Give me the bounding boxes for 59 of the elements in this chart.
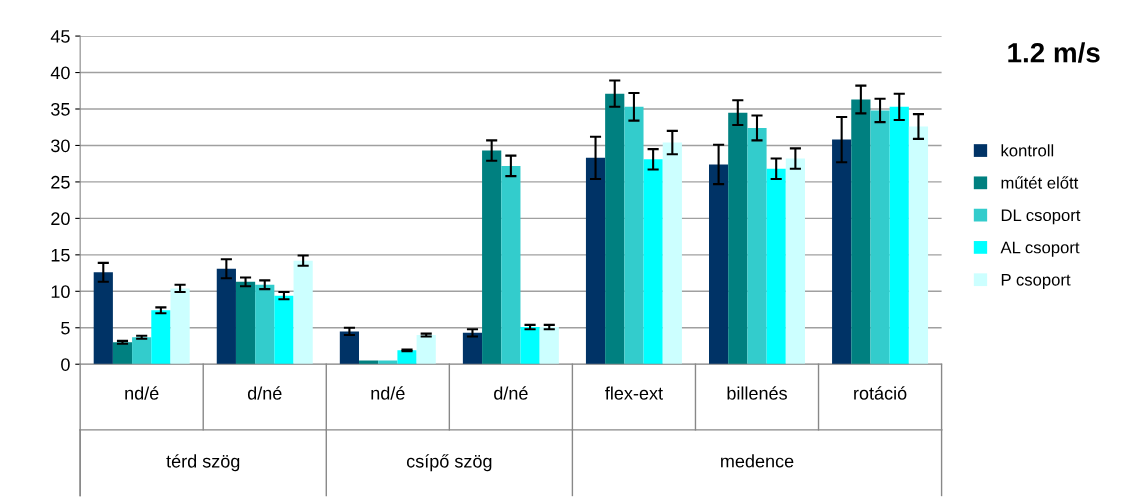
y-tick-label: 45 [50,30,70,43]
legend-label: kontroll [1001,144,1054,157]
legend-label: AL csoport [1000,241,1080,257]
bar [293,260,313,365]
y-tick-label: 20 [51,212,70,226]
x-tick-label: billenés [727,386,787,400]
text: térd szög [166,454,240,472]
bar [216,268,236,365]
bar [832,139,852,365]
y-tick-label: 25 [51,175,70,189]
bar [709,164,729,365]
bar [624,106,644,365]
y-tick-label: 5 [61,321,70,335]
bar [416,335,436,365]
bar [889,106,909,365]
y-tick-label: 0 [61,358,70,371]
bar [520,327,540,365]
y-tick-label: 35 [51,102,70,116]
bar [643,159,663,365]
y-tick-label: 40 [50,66,70,80]
x-tick-label: d/né [247,386,282,400]
bar [462,332,483,365]
bar [851,99,871,365]
text: csípő szög [406,454,492,472]
x-tick-label: flex-ext [605,386,663,400]
bar [112,342,133,365]
bar [662,142,682,365]
bar [728,112,748,365]
bar [539,327,559,365]
x-tick-label: rotáció [854,386,907,400]
x-tick-label: d/né [494,386,528,400]
bar [93,272,113,365]
bar [870,110,890,365]
bar [132,337,152,365]
y-tick-label: 30 [51,139,70,153]
bar [397,350,417,365]
bar [339,331,360,365]
legend-label: P csoport [1001,274,1071,289]
bar [170,288,190,365]
bar [766,168,786,365]
bar [151,310,171,365]
bar [274,295,294,365]
bar [585,157,606,365]
legend-label: műtét előtt [1001,176,1079,189]
y-tick-label: 15 [51,248,70,262]
text: medence [721,454,794,468]
text: 1.2 m/s [1008,42,1100,63]
bar [785,158,805,365]
bar [501,165,521,365]
bar [908,126,929,365]
y-tick-label: 10 [51,285,70,299]
bar [747,127,767,365]
bar [235,281,256,365]
bar [255,284,275,365]
legend-label: DL csoport [1001,209,1081,225]
x-tick-label: nd/é [125,386,159,400]
bar [482,150,502,365]
x-tick-label: nd/é [371,386,405,400]
bar [605,93,625,365]
